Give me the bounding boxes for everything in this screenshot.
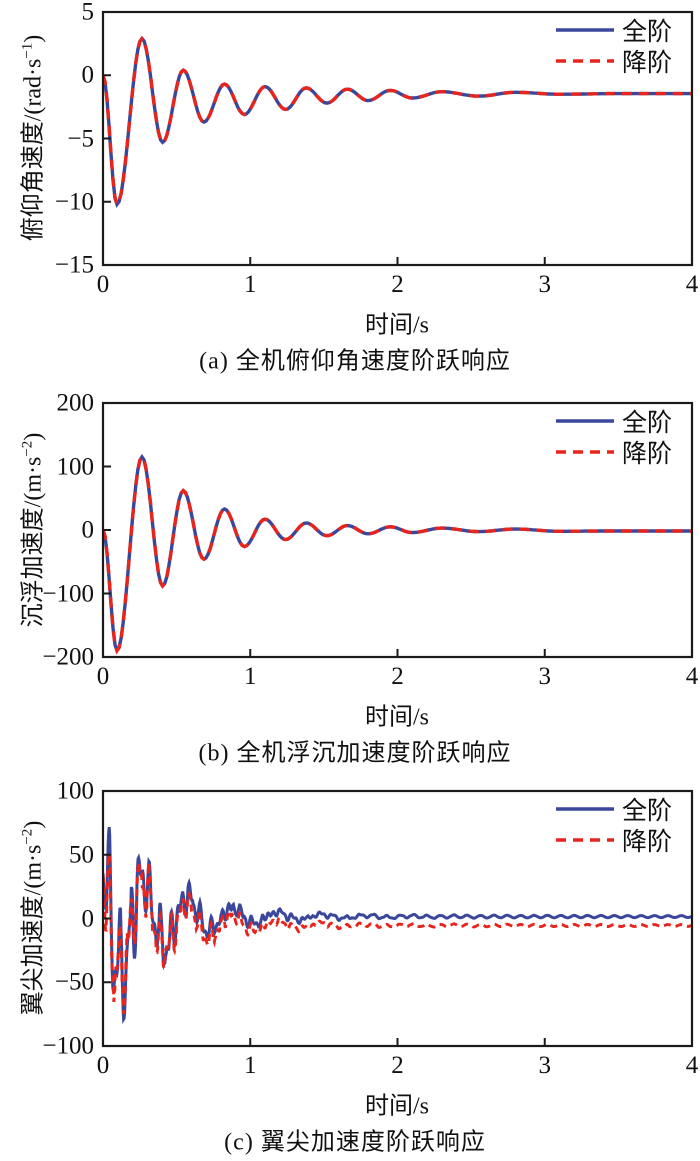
plot-frame-0 [101, 10, 694, 267]
plot-frame-2 [101, 789, 694, 1048]
series-reduced-line-0 [103, 35, 692, 208]
series-full-line-0 [103, 35, 692, 208]
series-full-line-1 [103, 453, 692, 655]
series-reduced-line-2 [103, 854, 692, 1015]
series-full-line-2 [103, 826, 692, 1025]
series-reduced-line-1 [103, 453, 692, 655]
